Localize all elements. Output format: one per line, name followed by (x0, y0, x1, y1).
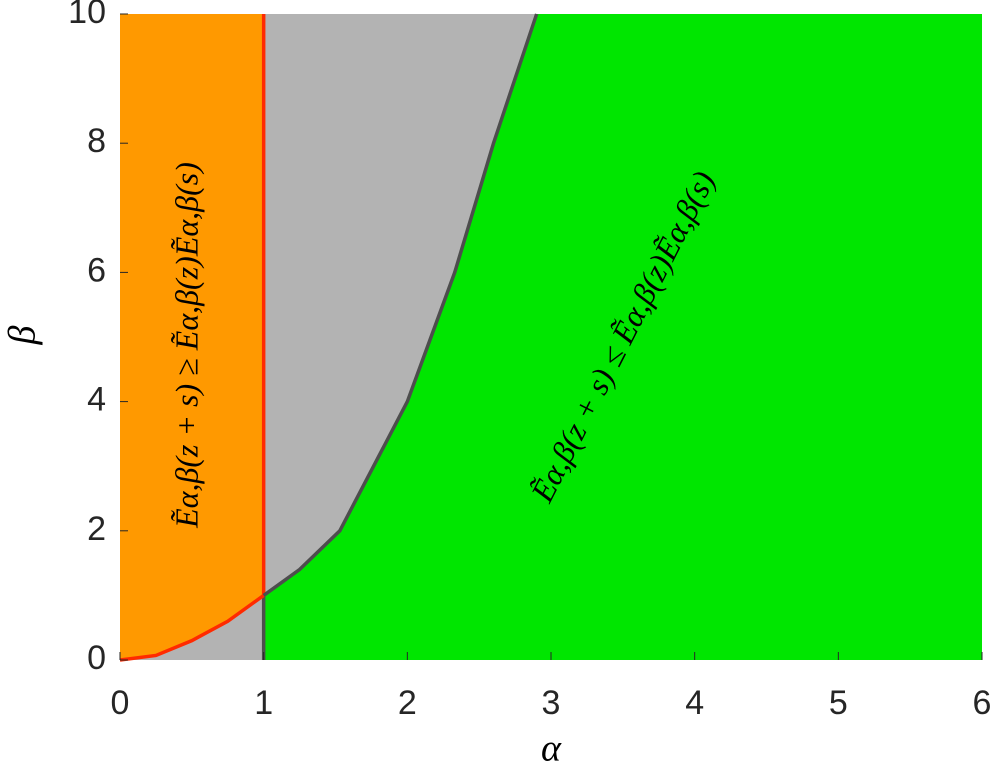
x-axis-label: α (541, 728, 562, 770)
boundary-curve (119, 593, 265, 662)
x-tick-label: 2 (398, 684, 417, 722)
y-axis-label: β (2, 325, 44, 345)
region-fill (120, 14, 264, 660)
y-tick-label: 0 (87, 639, 106, 677)
y-tick-label: 8 (87, 122, 106, 160)
x-tick-label: 5 (829, 684, 848, 722)
region-fill (263, 14, 983, 660)
x-tick-label: 4 (685, 684, 704, 722)
y-tick-label: 10 (68, 0, 106, 31)
annotation: Ẽα,β(z + s) ≥ Ẽα,β(z)Ẽα,β(s) (168, 162, 204, 529)
y-tick-label: 4 (87, 381, 106, 419)
x-tick-label: 6 (973, 684, 992, 722)
y-tick-label: 6 (87, 251, 106, 289)
x-tick-label: 1 (254, 684, 273, 722)
x-tick-label: 0 (111, 684, 130, 722)
y-tick-label: 2 (87, 510, 106, 548)
boundary-curve (262, 13, 539, 597)
x-tick-label: 3 (542, 684, 561, 722)
